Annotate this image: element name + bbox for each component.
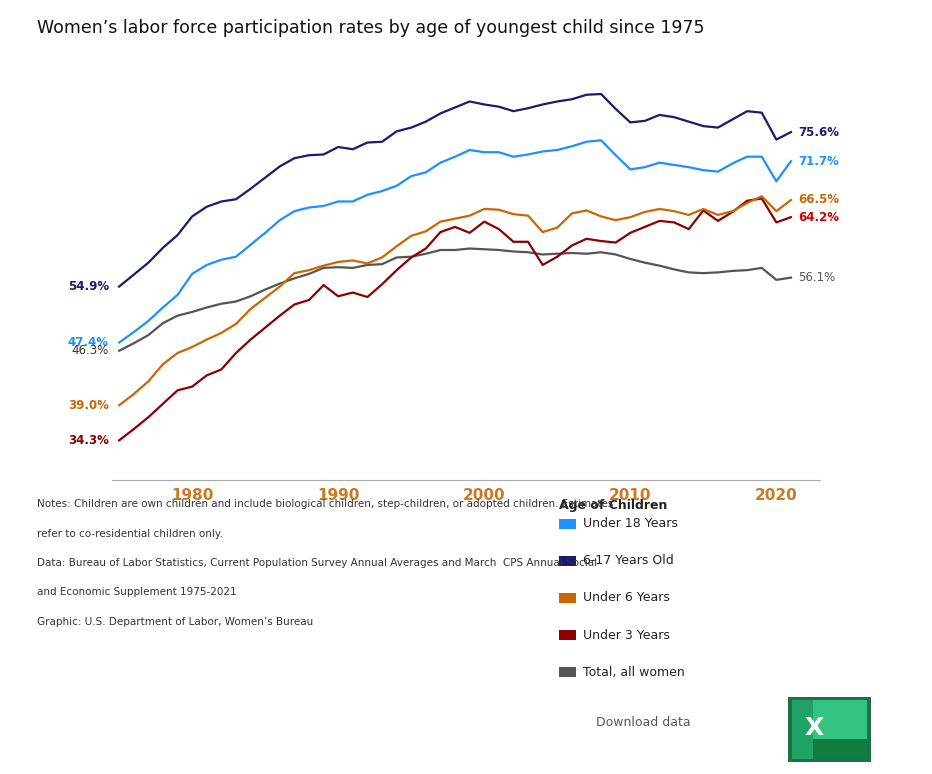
Text: and Economic Supplement 1975-2021: and Economic Supplement 1975-2021 xyxy=(37,587,237,598)
Text: 56.1%: 56.1% xyxy=(798,271,835,284)
Text: Under 18 Years: Under 18 Years xyxy=(583,517,678,530)
Text: refer to co-residential children only.: refer to co-residential children only. xyxy=(37,529,223,539)
Text: 34.3%: 34.3% xyxy=(68,433,109,447)
Text: Age of Children: Age of Children xyxy=(559,499,667,512)
Text: Download data: Download data xyxy=(596,716,692,729)
Text: Under 3 Years: Under 3 Years xyxy=(583,628,670,642)
FancyBboxPatch shape xyxy=(813,739,867,759)
Text: 47.4%: 47.4% xyxy=(68,336,109,349)
Text: Data: Bureau of Labor Statistics, Current Population Survey Annual Averages and : Data: Bureau of Labor Statistics, Curren… xyxy=(37,558,597,568)
Text: 64.2%: 64.2% xyxy=(798,211,839,224)
Text: Under 6 Years: Under 6 Years xyxy=(583,591,670,604)
Text: 6-17 Years Old: 6-17 Years Old xyxy=(583,554,674,567)
Text: Total, all women: Total, all women xyxy=(583,666,685,679)
Text: 75.6%: 75.6% xyxy=(798,125,839,139)
Text: 54.9%: 54.9% xyxy=(68,280,109,293)
Text: Women’s labor force participation rates by age of youngest child since 1975: Women’s labor force participation rates … xyxy=(37,19,705,37)
Text: 46.3%: 46.3% xyxy=(72,344,109,358)
FancyBboxPatch shape xyxy=(791,700,867,759)
Text: 71.7%: 71.7% xyxy=(798,155,839,168)
Text: Notes: Children are own children and include biological children, step-children,: Notes: Children are own children and inc… xyxy=(37,499,613,509)
Text: 39.0%: 39.0% xyxy=(68,399,109,412)
Text: Graphic: U.S. Department of Labor, Women’s Bureau: Graphic: U.S. Department of Labor, Women… xyxy=(37,617,313,627)
Text: 66.5%: 66.5% xyxy=(798,194,840,207)
Text: X: X xyxy=(804,716,824,740)
FancyBboxPatch shape xyxy=(813,700,867,743)
